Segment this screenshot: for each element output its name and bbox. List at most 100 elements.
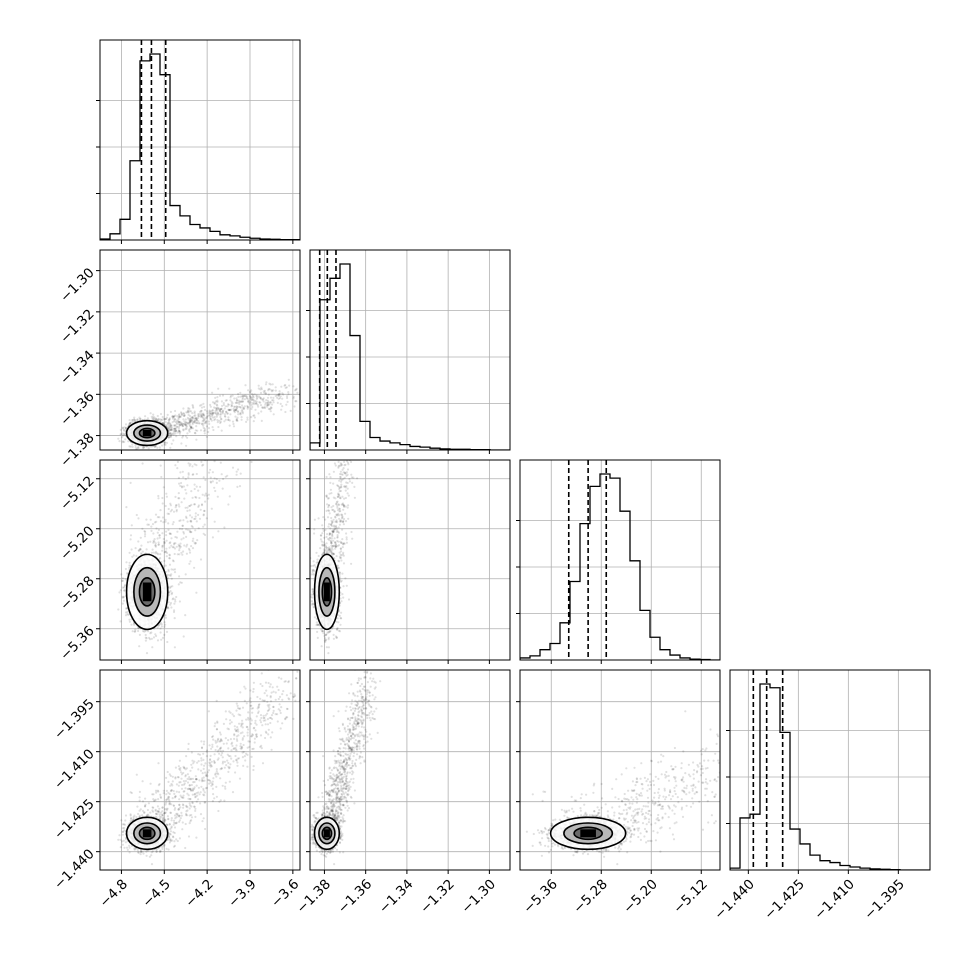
scatter-point (173, 430, 176, 433)
scatter-point (124, 427, 127, 430)
scatter-point (181, 423, 184, 426)
scatter-point (181, 470, 184, 473)
scatter-point (195, 419, 198, 422)
scatter-point (179, 581, 182, 584)
scatter-point (164, 441, 167, 444)
scatter-point (187, 429, 191, 432)
scatter-point (215, 415, 218, 418)
scatter-point (193, 483, 196, 486)
scatter-point (122, 428, 125, 431)
scatter-point (146, 541, 150, 544)
scatter-point (147, 630, 150, 633)
scatter-point (176, 425, 179, 429)
scatter-point (250, 416, 253, 419)
scatter-point (188, 549, 191, 552)
scatter-point (142, 446, 145, 449)
scatter-point (241, 394, 244, 397)
scatter-point (166, 422, 169, 425)
scatter-point (146, 523, 149, 526)
scatter-point (187, 418, 190, 421)
scatter-point (137, 629, 140, 633)
scatter-point (182, 407, 185, 410)
scatter-point (200, 403, 203, 406)
scatter-point (155, 417, 158, 421)
scatter-point (296, 391, 299, 394)
scatter-point (124, 583, 127, 586)
scatter-point (183, 414, 186, 417)
scatter-point (167, 427, 170, 430)
scatter-point (278, 392, 282, 395)
scatter-point (285, 386, 288, 389)
scatter-point (215, 478, 218, 481)
scatter-point (247, 400, 250, 403)
scatter-point (180, 414, 184, 417)
scatter-point (187, 413, 190, 416)
scatter-point (146, 417, 149, 420)
scatter-point (192, 417, 195, 420)
scatter-point (178, 431, 181, 434)
scatter-point (257, 395, 260, 398)
y-tick-label: −1.34 (57, 347, 98, 388)
scatter-point (192, 406, 195, 409)
scatter-point (179, 471, 182, 474)
scatter-point (163, 551, 166, 554)
scatter-point (185, 492, 188, 495)
scatter-point (122, 433, 125, 436)
scatter-point (239, 395, 242, 398)
scatter-point (218, 409, 222, 412)
scatter-point (129, 481, 132, 484)
scatter-point (174, 424, 177, 427)
scatter-point (237, 392, 240, 396)
scatter-point (265, 399, 268, 402)
scatter-point (149, 632, 152, 635)
scatter-point (216, 412, 219, 415)
scatter-point (243, 405, 246, 408)
scatter-point (172, 424, 176, 427)
scatter-point (164, 614, 167, 617)
scatter-point (197, 513, 200, 516)
scatter-point (170, 573, 173, 576)
scatter-point (172, 433, 175, 436)
scatter-point (195, 464, 198, 467)
scatter-point (268, 388, 271, 391)
scatter-point (165, 555, 168, 558)
scatter-point (171, 433, 174, 436)
scatter-point (186, 432, 189, 435)
scatter-point (117, 437, 120, 440)
scatter-point (128, 422, 131, 425)
scatter-point (168, 532, 171, 535)
scatter-point (176, 431, 179, 434)
scatter-point (173, 427, 176, 430)
scatter-point (174, 432, 177, 435)
scatter-point (124, 611, 128, 614)
scatter-point (194, 541, 197, 545)
scatter-point (178, 432, 181, 435)
scatter-point (178, 429, 181, 432)
scatter-point (269, 401, 272, 404)
scatter-point (188, 419, 191, 422)
scatter-point (179, 420, 182, 424)
scatter-point (124, 426, 128, 429)
scatter-point (160, 625, 163, 628)
scatter-point (186, 421, 189, 424)
density-peak (142, 430, 152, 437)
scatter-point (189, 463, 192, 466)
scatter-point (277, 397, 280, 400)
scatter-point (184, 421, 187, 424)
scatter-point (209, 468, 212, 471)
scatter-point (191, 526, 194, 529)
scatter-point (222, 409, 225, 412)
scatter-point (165, 417, 168, 420)
scatter-point (173, 568, 177, 571)
scatter-point (207, 427, 211, 430)
scatter-point (272, 401, 275, 404)
scatter-point (245, 420, 248, 423)
scatter-point (202, 418, 205, 421)
scatter-point (202, 463, 205, 466)
scatter-point (126, 451, 128, 453)
scatter-point (185, 427, 188, 430)
scatter-point (204, 408, 207, 412)
scatter-point (185, 516, 188, 520)
scatter-point (189, 426, 192, 429)
scatter-point (186, 520, 189, 523)
